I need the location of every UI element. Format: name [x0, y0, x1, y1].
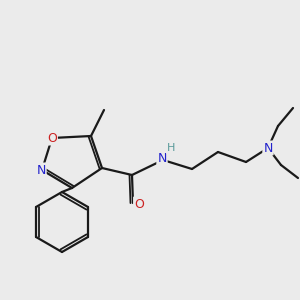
Text: N: N	[157, 152, 167, 166]
Text: O: O	[134, 197, 144, 211]
Text: H: H	[167, 143, 175, 153]
Text: N: N	[36, 164, 46, 176]
Text: O: O	[47, 131, 57, 145]
Text: N: N	[263, 142, 273, 154]
